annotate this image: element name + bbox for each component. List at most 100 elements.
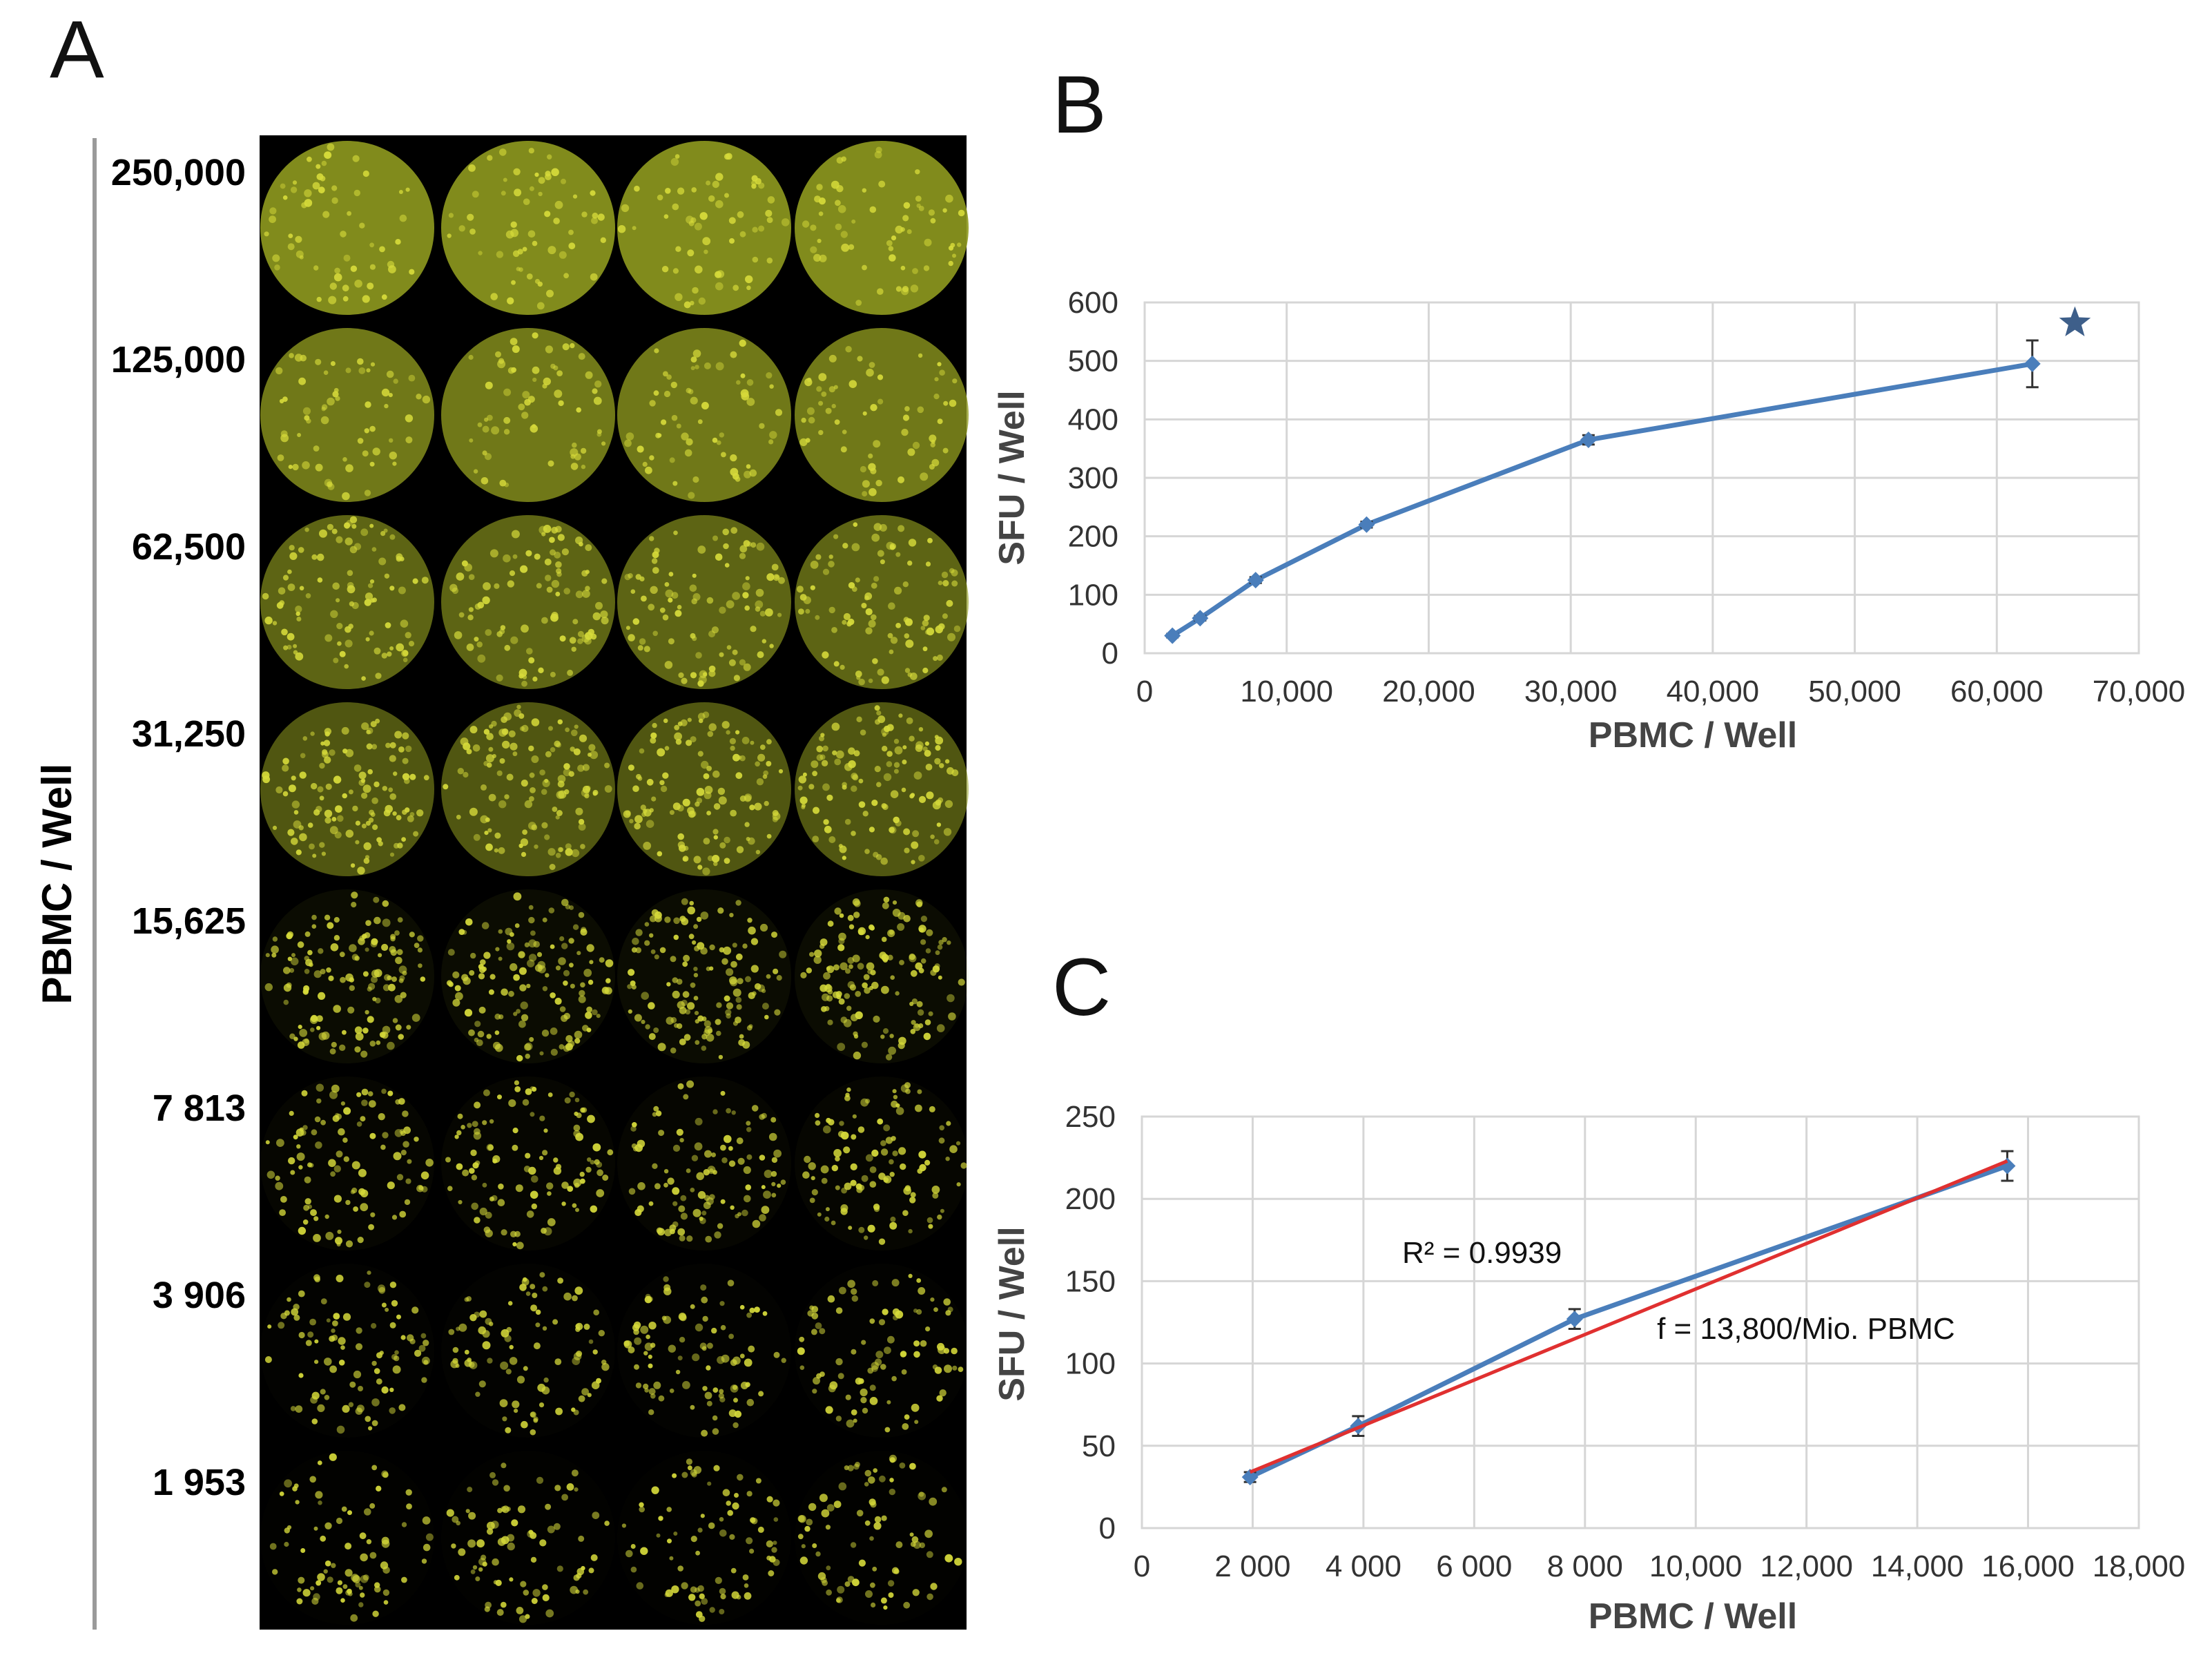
spot [764,1170,773,1178]
spot [697,865,703,870]
spot [350,863,356,868]
spot [543,377,551,386]
spot [659,947,666,954]
spot [630,981,636,986]
spot [527,230,536,238]
spot [755,588,764,597]
spot [676,423,681,429]
spot [748,926,756,935]
spot [477,1030,485,1038]
spot [327,397,335,406]
spot [730,467,739,476]
spot [739,1353,745,1359]
spot [281,628,288,636]
spot [567,669,574,676]
spot [567,1186,574,1192]
spot [867,1367,874,1374]
spot [724,995,730,1002]
spot [473,469,478,474]
spot [501,191,506,196]
spot [547,1092,553,1097]
spot [331,1563,336,1568]
spot [663,390,671,398]
spot [425,1533,434,1541]
spot [485,1317,492,1325]
x-tick-label: 20,000 [1382,675,1475,708]
spot [956,1182,961,1187]
spot [590,1554,598,1561]
spot [536,1476,544,1484]
spot [700,1284,707,1291]
spot [874,1516,882,1523]
spot [632,785,639,792]
spot [468,1029,475,1036]
spot [510,636,518,644]
spot [882,902,889,909]
spot [272,936,278,942]
spot [398,1098,405,1105]
spot [482,1120,487,1126]
spot [509,1577,514,1582]
spot [472,191,479,198]
series-layer [1164,339,2041,644]
spot [669,1556,674,1561]
spot [884,1346,891,1354]
spot [643,646,650,653]
spot [297,433,302,437]
spot [485,629,492,636]
spot [264,616,273,625]
spot [758,1391,764,1397]
spot [651,1486,659,1494]
spot [731,1110,736,1115]
spot [873,576,880,582]
spot [678,672,684,679]
spot [542,1150,548,1156]
spot [701,1045,707,1051]
spot [635,574,641,580]
spot [798,608,804,615]
spot [922,619,929,627]
spot [918,967,924,974]
well-disc [441,515,615,689]
spot [601,617,609,625]
spot [342,749,348,754]
spot [340,231,347,238]
spot [691,1155,699,1161]
spot [823,972,831,980]
spot [860,1388,868,1397]
spot [367,1091,373,1097]
spot [272,254,280,262]
spot [700,911,709,920]
spot [563,273,569,279]
spot [332,1114,340,1122]
spot [690,1469,697,1476]
spot [771,1193,777,1198]
spot [899,1462,906,1469]
spot [468,574,475,580]
spot [649,455,654,461]
spot [542,1286,548,1292]
spot [711,1327,717,1334]
spot [497,1094,502,1100]
spot [481,784,487,791]
well-disc [795,702,969,876]
spot [726,968,734,976]
spot [915,169,920,175]
spot [369,579,375,584]
spot [464,1009,473,1017]
spot [289,967,295,973]
spot [744,1195,751,1203]
spot [820,1165,829,1174]
spot [853,750,860,757]
spot [904,406,910,412]
spot [709,966,714,971]
spot [665,589,674,598]
spot [313,970,322,978]
spot [512,345,520,354]
spot [944,1554,953,1563]
row-label: 7 813 [153,1088,246,1129]
spot [345,367,351,374]
spot [904,847,910,853]
spot [866,368,874,377]
spot [904,633,910,639]
